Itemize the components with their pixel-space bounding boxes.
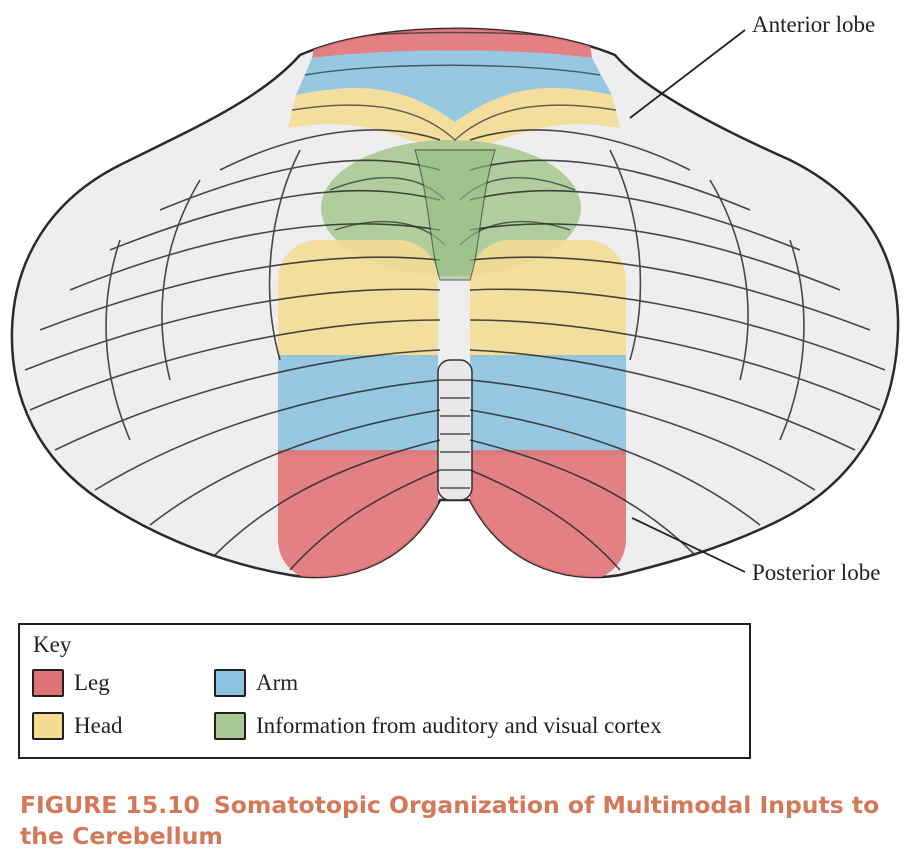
posterior-leader-line	[631, 517, 746, 573]
leg-swatch	[32, 669, 64, 697]
key-item-auditory-visual: Information from auditory and visual cor…	[214, 711, 662, 741]
figure-number: FIGURE 15.10	[20, 791, 200, 819]
arm-swatch	[214, 669, 246, 697]
key-label: Head	[74, 713, 123, 738]
key-item-head: Head	[32, 711, 123, 741]
figure-caption: FIGURE 15.10 Somatotopic Organization of …	[20, 790, 880, 852]
auditory-visual-swatch	[214, 712, 246, 740]
cerebellum-illustration	[10, 27, 900, 579]
anterior-leader-line	[629, 29, 746, 119]
key-legend: Key Leg Arm Head Information from audito…	[18, 623, 751, 759]
key-title: Key	[33, 632, 72, 657]
figure-title: Somatotopic Organization of Multimodal I…	[20, 791, 880, 850]
posterior-lobe-label: Posterior lobe	[752, 560, 881, 585]
key-label: Leg	[74, 670, 110, 695]
key-item-leg: Leg	[32, 668, 110, 698]
key-item-arm: Arm	[214, 668, 298, 698]
anterior-lobe-label: Anterior lobe	[752, 12, 876, 37]
key-label: Arm	[256, 670, 299, 695]
head-swatch	[32, 712, 64, 740]
key-label: Information from auditory and visual cor…	[256, 713, 662, 738]
